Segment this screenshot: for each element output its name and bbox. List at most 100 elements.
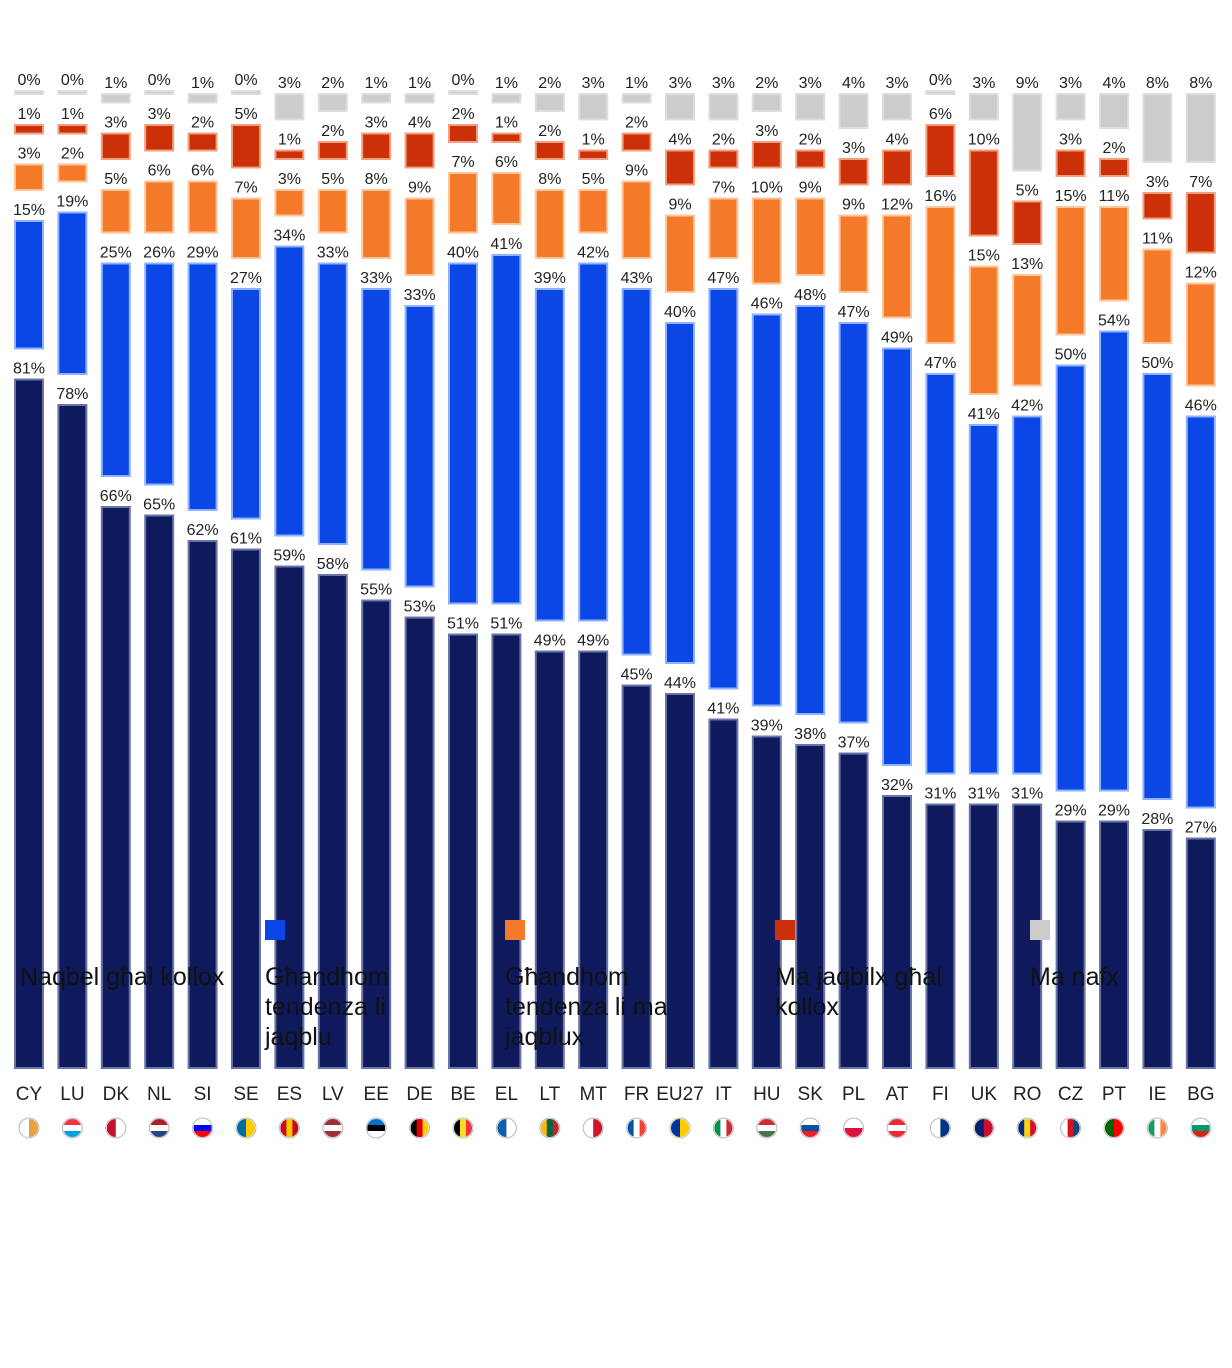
data-label-el-series-0: 51% bbox=[490, 616, 522, 633]
flag-stripe bbox=[1018, 1119, 1025, 1137]
data-label-fi-series-1: 47% bbox=[924, 355, 956, 372]
data-label-lu-series-1: 19% bbox=[56, 194, 88, 211]
bar-be-series-4 bbox=[448, 90, 478, 95]
flag-stripe bbox=[680, 1119, 689, 1137]
bar-at-series-3 bbox=[882, 149, 912, 186]
flag-stripe bbox=[1061, 1119, 1069, 1137]
legend-item-tend-disagree: Għandhom tendenza li ma jaqblux bbox=[505, 920, 695, 1052]
bar-eu27-series-2 bbox=[665, 214, 695, 293]
data-label-si-series-3: 2% bbox=[191, 115, 214, 132]
data-label-ro-series-0: 31% bbox=[1011, 786, 1043, 803]
legend: Naqbel għal kollox Għandhom tendenza li … bbox=[0, 900, 1232, 1360]
bar-uk-series-4 bbox=[968, 93, 999, 121]
data-label-nl-series-0: 65% bbox=[143, 497, 175, 514]
bar-lu-series-2 bbox=[57, 163, 88, 183]
data-label-at-series-4: 3% bbox=[885, 75, 908, 92]
flag-stripe bbox=[552, 1119, 559, 1137]
bar-nl-series-4 bbox=[144, 90, 175, 95]
tick-label-be: BE bbox=[450, 1084, 475, 1105]
bar-ie-series-0 bbox=[1142, 829, 1173, 1069]
bar-nl-series-2 bbox=[144, 180, 175, 234]
legend-item-dont-know: Ma nafx bbox=[1030, 920, 1119, 992]
data-label-cy-series-3: 1% bbox=[17, 106, 40, 123]
bar-nl-series-0 bbox=[144, 514, 175, 1069]
bar-fi-series-1 bbox=[925, 373, 956, 775]
bar-uk-series-3 bbox=[968, 149, 999, 237]
flag-stripe bbox=[292, 1119, 299, 1137]
data-label-hu-series-0: 39% bbox=[751, 718, 783, 735]
data-label-es-series-2: 3% bbox=[278, 171, 301, 188]
bar-bg-series-3 bbox=[1185, 192, 1216, 254]
bar-ro-series-3 bbox=[1012, 200, 1043, 245]
tick-label-lv: LV bbox=[322, 1084, 344, 1105]
tick-label-se: SE bbox=[233, 1084, 258, 1105]
bar-lt-series-0 bbox=[534, 650, 565, 1069]
bar-sk-series-0 bbox=[795, 744, 826, 1069]
bar-de-series-4 bbox=[404, 93, 435, 104]
bar-fr-series-0 bbox=[621, 684, 652, 1069]
bar-bg-series-4 bbox=[1185, 93, 1216, 163]
bar-se-series-4 bbox=[231, 90, 261, 95]
bar-de-series-2 bbox=[404, 197, 435, 276]
bar-el-series-4 bbox=[491, 93, 522, 104]
data-label-mt-series-1: 42% bbox=[577, 245, 609, 262]
bar-lv-series-0 bbox=[317, 574, 348, 1069]
bar-ee-series-0 bbox=[361, 599, 392, 1069]
mt-flag-icon bbox=[582, 1117, 604, 1139]
data-label-de-series-3: 4% bbox=[408, 115, 431, 132]
bar-ie-series-4 bbox=[1142, 93, 1173, 163]
bar-fi-series-3 bbox=[925, 124, 956, 177]
bar-lv-series-2 bbox=[317, 189, 348, 234]
bar-si-series-4 bbox=[187, 93, 218, 104]
bar-uk-series-0 bbox=[968, 803, 999, 1069]
bar-cz-series-4 bbox=[1055, 93, 1086, 121]
flag-stripe bbox=[888, 1119, 906, 1126]
bar-hu-series-1 bbox=[751, 313, 782, 707]
data-label-eu27-series-4: 3% bbox=[668, 75, 691, 92]
flag-stripe bbox=[1105, 1119, 1115, 1137]
tick-label-it: IT bbox=[715, 1084, 732, 1105]
data-label-uk-series-1: 41% bbox=[968, 406, 1000, 423]
flag-stripe bbox=[888, 1131, 906, 1137]
bar-cz-series-0 bbox=[1055, 820, 1086, 1069]
bar-hu-series-3 bbox=[751, 141, 782, 169]
bar-fr-series-2 bbox=[621, 180, 652, 259]
hu-flag-icon bbox=[756, 1117, 778, 1139]
flag-stripe bbox=[280, 1119, 287, 1137]
flag-stripe bbox=[671, 1119, 681, 1137]
data-label-at-series-2: 12% bbox=[881, 197, 913, 214]
data-label-el-series-1: 41% bbox=[490, 236, 522, 253]
data-label-lv-series-4: 2% bbox=[321, 75, 344, 92]
ie-flag-icon bbox=[1146, 1117, 1168, 1139]
data-label-es-series-0: 59% bbox=[273, 548, 305, 565]
bar-el-series-2 bbox=[491, 172, 522, 225]
data-label-lu-series-0: 78% bbox=[56, 386, 88, 403]
bar-dk-series-0 bbox=[100, 506, 131, 1069]
data-label-ie-series-2: 11% bbox=[1142, 231, 1173, 248]
bar-se-series-3 bbox=[231, 124, 261, 169]
bar-fi-series-0 bbox=[925, 803, 956, 1069]
bar-fr-series-3 bbox=[621, 132, 652, 152]
data-label-ee-series-3: 3% bbox=[365, 115, 388, 132]
bar-mt-series-3 bbox=[578, 149, 609, 160]
flag-stripe bbox=[974, 1119, 985, 1137]
tick-label-pt: PT bbox=[1102, 1084, 1127, 1105]
data-label-it-series-2: 7% bbox=[712, 180, 735, 197]
bar-se-series-1 bbox=[231, 288, 261, 520]
bar-ie-series-1 bbox=[1142, 373, 1173, 800]
data-label-fi-series-2: 16% bbox=[924, 188, 956, 205]
bar-hu-series-4 bbox=[751, 93, 782, 112]
bar-at-series-2 bbox=[882, 214, 912, 319]
bar-dk-series-4 bbox=[100, 93, 131, 104]
flag-stripe bbox=[323, 1125, 342, 1132]
flag-stripe bbox=[106, 1119, 117, 1137]
data-label-pl-series-2: 9% bbox=[842, 197, 865, 214]
bar-ie-series-2 bbox=[1142, 248, 1173, 344]
be-flag-icon bbox=[452, 1117, 474, 1139]
data-label-pl-series-1: 47% bbox=[838, 304, 870, 321]
tick-label-pl: PL bbox=[842, 1084, 865, 1105]
bar-si-series-1 bbox=[187, 262, 218, 511]
bar-mt-series-0 bbox=[578, 650, 609, 1069]
sk-flag-icon bbox=[799, 1117, 821, 1139]
data-label-lt-series-0: 49% bbox=[534, 633, 566, 650]
